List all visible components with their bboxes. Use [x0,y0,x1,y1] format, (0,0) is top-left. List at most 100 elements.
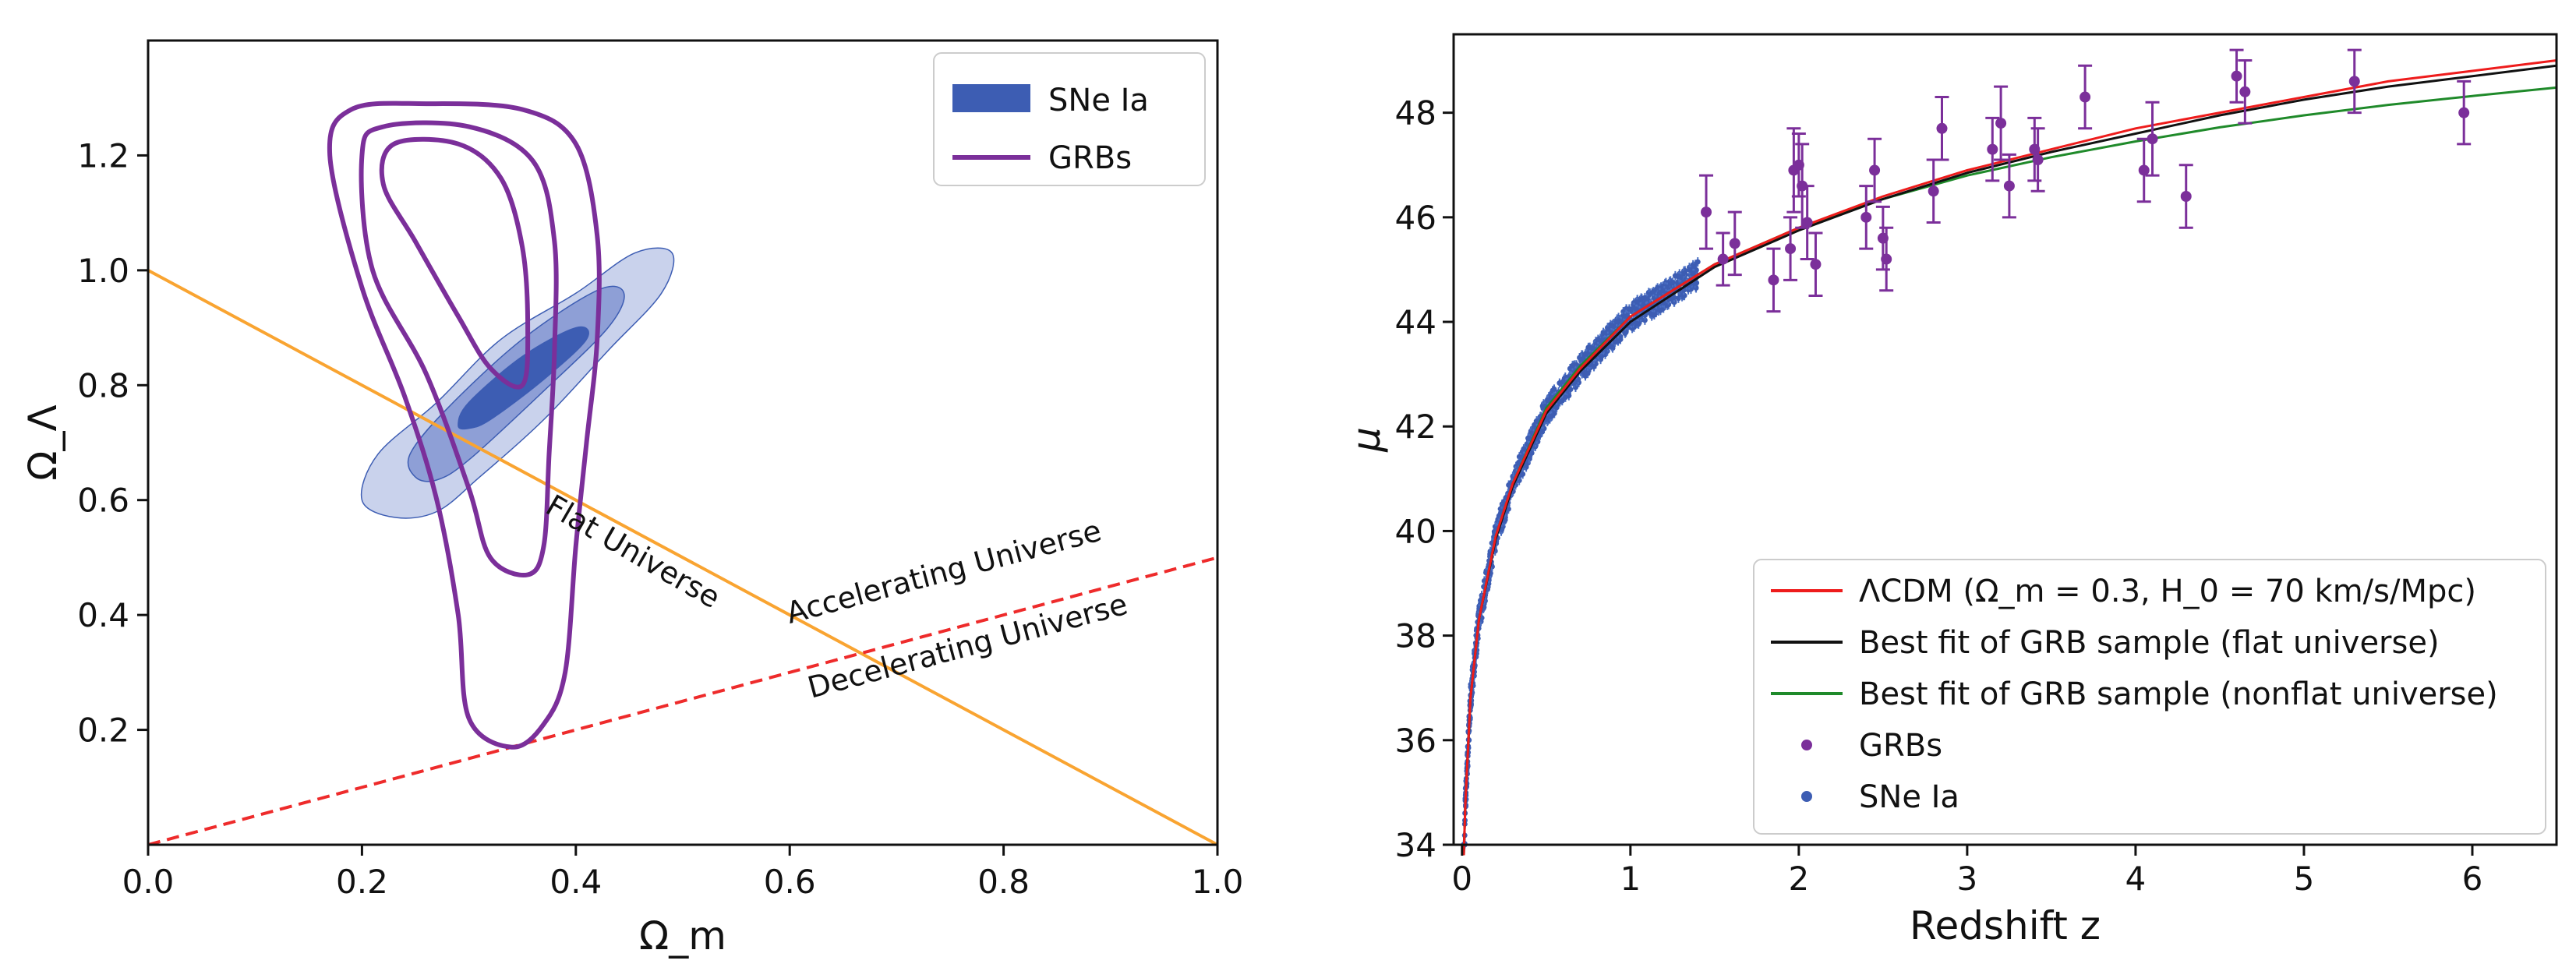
x-tick-label: 0.6 [764,863,816,901]
x-tick-label: 0.0 [122,863,175,901]
sne-point [1608,323,1614,329]
sne-point [1634,299,1640,305]
sne-point [1680,270,1687,277]
grb-point [2080,91,2091,103]
x-tick-label: 4 [2125,860,2147,898]
curve-lcdm [1462,59,2557,856]
y-tick-label: 36 [1395,722,1436,760]
legend-swatch [952,84,1030,112]
grb-point [1995,118,2007,129]
x-tick-label: 0.8 [977,863,1030,901]
legend-label: ΛCDM (Ω_m = 0.3, H_0 = 70 km/s/Mpc) [1859,574,2476,609]
annotation-text: Flat Universe [540,488,726,615]
sne-point [1687,267,1693,273]
legend-marker [1801,791,1812,802]
grb-point [2138,164,2150,176]
sne-point [1615,338,1621,344]
sne-point [1583,351,1589,357]
y-tick-label: 0.6 [77,482,129,520]
y-tick-label: 44 [1395,303,1436,341]
grb-point [1869,164,1881,176]
x-tick-label: 1 [1620,860,1641,898]
sne-point [1613,319,1620,325]
grb-point [1768,274,1779,286]
legend-label: GRBs [1859,728,1942,764]
sne-point [1591,363,1597,369]
grb-point [1701,207,1712,218]
grb-point [2348,76,2360,87]
sne-point [1553,404,1560,411]
sne-point [1609,344,1615,350]
legend-label: Best fit of GRB sample (nonflat universe… [1859,676,2498,712]
grb-point [2180,191,2192,202]
sne-point [1587,344,1593,351]
sne-point [1539,428,1545,434]
sne-point [1570,362,1576,369]
sne-point [1595,336,1601,342]
x-tick-label: 3 [1957,860,1978,898]
y-tick-label: 1.0 [77,252,129,290]
grb-point [1936,122,1948,134]
right-x-axis-label: Redshift z [1910,903,2101,948]
y-tick-label: 40 [1395,512,1436,550]
legend-label: GRBs [1048,140,1132,176]
right-y-axis-label: μ [1344,427,1389,453]
grb-point [1881,253,1892,265]
x-tick-label: 0.4 [549,863,602,901]
grb-point [2239,86,2251,97]
sne-point [1671,295,1677,301]
grb-point [1987,143,1998,155]
sne-point [1644,296,1650,302]
y-tick-label: 0.4 [77,596,129,634]
sne-point [1657,307,1663,313]
sne-point [1649,312,1655,318]
sne-point [1655,284,1661,291]
sne-point [1545,397,1551,404]
sne-point [1676,274,1682,280]
left-x-axis-label: Ω_m [639,913,726,959]
grb-contour-2sigma [359,120,559,578]
right-legend-box [1753,559,2546,835]
y-tick-label: 34 [1395,826,1436,864]
sne-point [1557,380,1563,387]
sne-point [1521,446,1527,452]
legend-label: SNe Ia [1048,83,1149,118]
flat_universe-line [147,269,1218,846]
grb-point [1860,211,1872,223]
x-tick-label: 0.2 [336,863,388,901]
sne-point [1650,288,1656,295]
sne-point [1562,394,1568,401]
grb-point [2231,70,2242,82]
legend-label: SNe Ia [1859,779,1959,815]
legend-label: Best fit of GRB sample (flat universe) [1859,625,2440,661]
sne-point [1622,330,1628,337]
y-tick-label: 1.2 [77,136,129,175]
y-tick-label: 42 [1395,408,1436,446]
x-tick-label: 1.0 [1192,863,1244,901]
sne-point [1633,306,1639,312]
sne-point [1670,280,1676,286]
grb-contour-3sigma [327,101,602,750]
grb-point [2032,154,2044,166]
sne-point [1557,399,1563,405]
grb-point [1717,253,1729,265]
grb-point [1729,238,1740,249]
grb-point [2147,133,2158,145]
sne-point [1622,313,1628,320]
grb-point [1801,217,1813,228]
x-tick-label: 5 [2294,860,2315,898]
omega-contour-chart: Flat Universe Accelerating UniverseDecele… [20,39,1244,959]
sne-point [1691,263,1697,270]
sne-point [1601,330,1607,337]
x-tick-label: 0 [1451,860,1472,898]
sne-point [1578,356,1585,362]
grb-contour-1sigma [379,136,531,390]
grb-point [2003,180,2015,192]
sne-point [1634,320,1640,327]
grb-point [1785,243,1797,255]
left-plot-frame [147,39,1219,846]
grb-point [1810,259,1822,270]
sne-point [1585,370,1591,376]
